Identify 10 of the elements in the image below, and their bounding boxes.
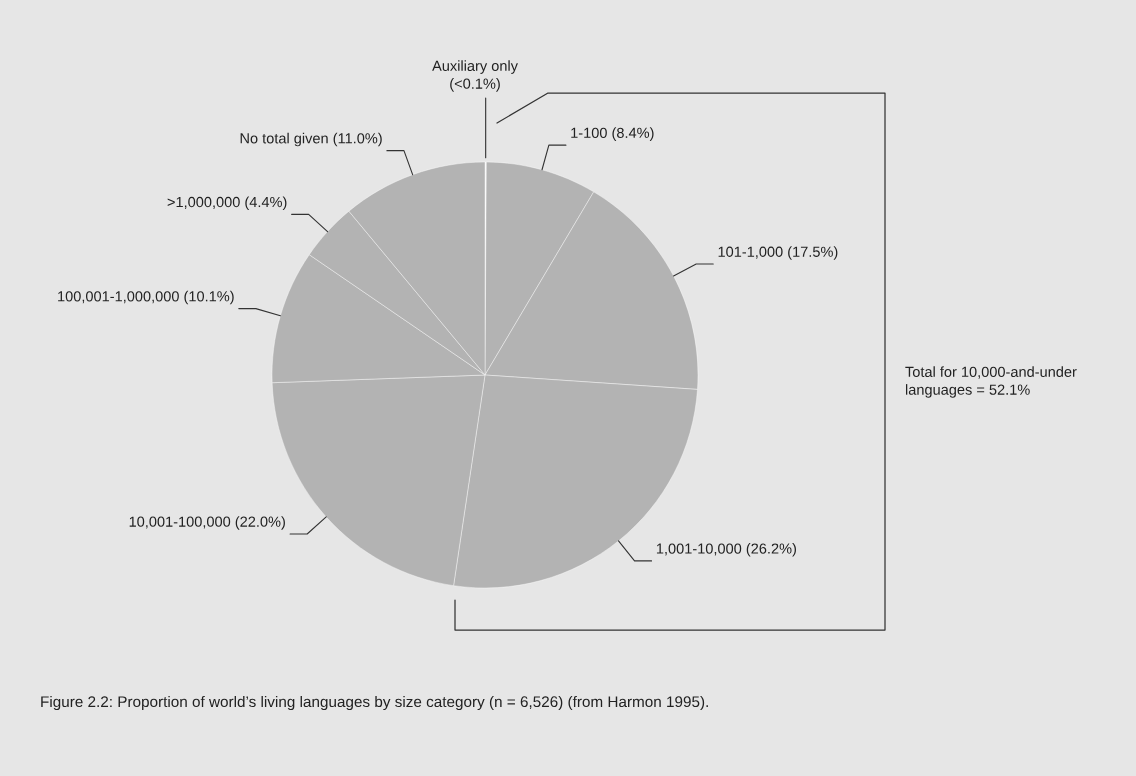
text: Total for 10,000-and-under languages = 52.1% [905, 366, 1077, 398]
slice-label: Auxiliary only (<0.1%) [432, 60, 518, 92]
slice-label: 10,001-100,000 (22.0%) [129, 516, 285, 530]
caption: Figure 2.2: Proportion of world’s living languages by size category (n = 6,526) (from Harmon 1995). [41, 695, 708, 711]
slice-label: No total given (11.0%) [240, 132, 382, 147]
slice-label: 101-1,000 (17.5%) [718, 246, 838, 260]
slice-label: >1,000,000 (4.4%) [167, 196, 287, 211]
slice-label: 1,001-10,000 (26.2%) [656, 543, 796, 557]
slice-label: 100,001-1,000,000 (10.1%) [58, 290, 234, 305]
slice-label: 1-100 (8.4%) [571, 127, 654, 141]
